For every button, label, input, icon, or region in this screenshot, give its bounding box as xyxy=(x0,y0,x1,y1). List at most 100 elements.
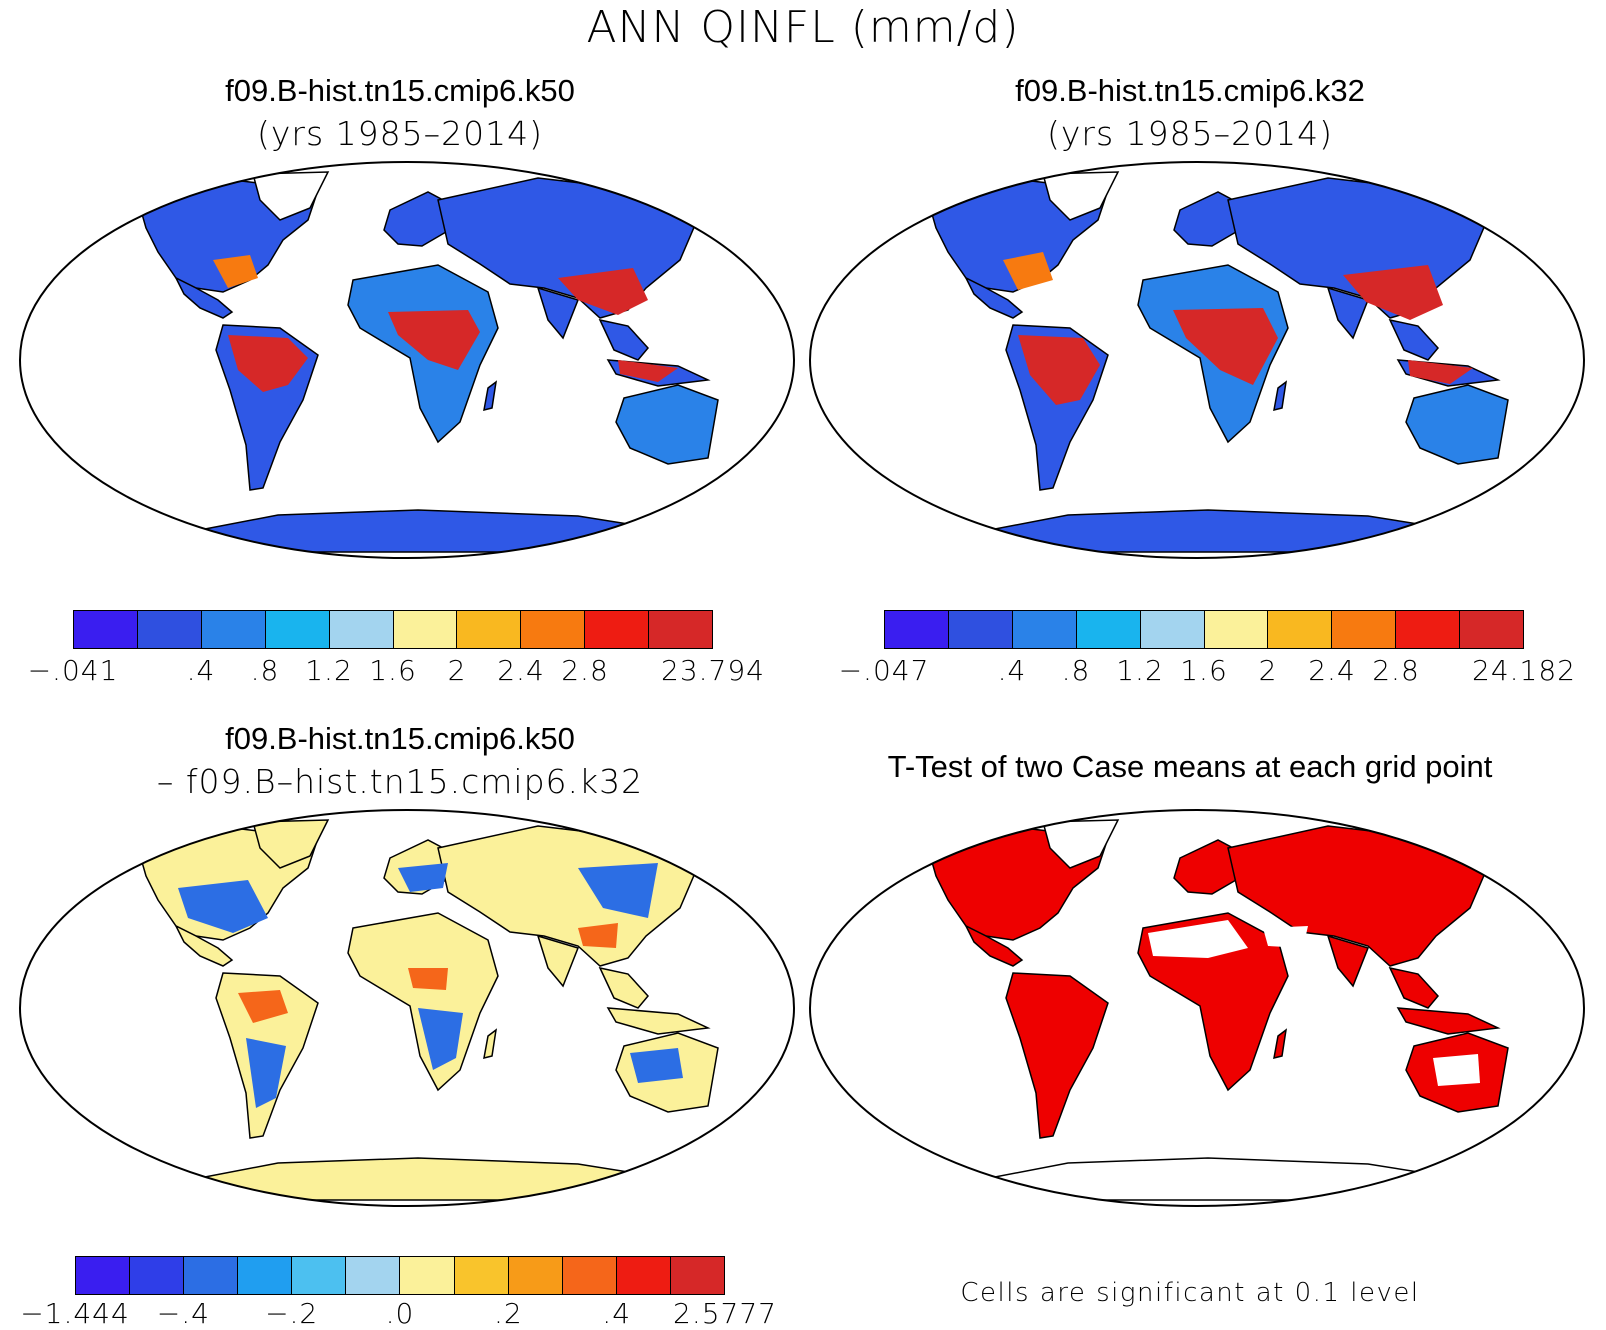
landmass-madagascar xyxy=(1273,1028,1288,1060)
colorbar-tick-label: .4 xyxy=(997,654,1027,687)
panel-4-title: T-Test of two Case means at each grid po… xyxy=(887,749,1493,784)
colorbar-tick-label: .8 xyxy=(1061,654,1091,687)
negative-anomaly-sa_blue xyxy=(246,1038,286,1108)
colorbar-swatch xyxy=(670,1257,724,1294)
negative-anomaly-as_blue xyxy=(578,863,658,918)
colorbar-swatch xyxy=(649,611,713,648)
colorbar-swatch xyxy=(1268,611,1333,648)
landmass-india xyxy=(536,934,579,988)
colorbar-swatch xyxy=(292,1257,347,1294)
colorbar-tick-label: .0 xyxy=(385,1297,415,1330)
colorbar-swatch xyxy=(265,611,330,648)
wet-region-africa_hot xyxy=(1173,308,1278,385)
colorbar-swatch xyxy=(585,611,650,648)
landmass-seasia xyxy=(598,966,649,1009)
colorbar-tick-label: 1.2 xyxy=(1116,654,1164,687)
landmass-greenland xyxy=(1042,171,1120,221)
landmass-camerica xyxy=(174,276,234,319)
landmass-seasia xyxy=(1388,318,1439,361)
panel-2-subtitle: (yrs 1985–2014) xyxy=(1047,114,1333,153)
colorbar-swatch xyxy=(346,1257,401,1294)
wet-region-namer_warm xyxy=(1003,252,1053,290)
non-significant-arabia xyxy=(1263,926,1308,948)
landmass-madagascar xyxy=(483,1028,498,1060)
colorbar-swatch xyxy=(1460,611,1524,648)
colorbar-tick-label: 2.4 xyxy=(497,654,545,687)
map-content xyxy=(137,171,719,553)
panel-3-subtitle: – f09.B–hist.tn15.cmip6.k32 xyxy=(156,762,644,801)
landmass-greenland xyxy=(252,171,330,221)
colorbar-tick-label: 2.8 xyxy=(561,654,609,687)
landmass-madagascar xyxy=(1273,380,1288,412)
colorbar-tick-label: −1.444 xyxy=(20,1297,130,1330)
landmass-camerica xyxy=(964,276,1024,319)
wet-region-samerica_hot xyxy=(228,335,308,392)
wet-region-asia_hot xyxy=(1343,265,1443,320)
landmass-india xyxy=(536,286,579,340)
colorbar-tick-label: 1.6 xyxy=(369,654,417,687)
colorbar-tick-label: −.4 xyxy=(156,1297,210,1330)
positive-anomaly-sa_red xyxy=(238,990,288,1023)
colorbar-swatch xyxy=(1396,611,1461,648)
colorbar-tick-label: 2 xyxy=(1258,654,1278,687)
colorbar-tick-label: −.2 xyxy=(265,1297,319,1330)
colorbar-tick-label: 2.5777 xyxy=(673,1297,777,1330)
negative-anomaly-au_blue xyxy=(630,1048,683,1083)
colorbar-2 xyxy=(884,610,1524,649)
map-panel-2 xyxy=(809,161,1585,559)
landmass-australia xyxy=(615,384,719,465)
landmass-madagascar xyxy=(483,380,498,412)
panel-1-title: f09.B-hist.tn15.cmip6.k50 xyxy=(225,73,575,108)
colorbar-tick-label: .2 xyxy=(493,1297,523,1330)
colorbar-swatch xyxy=(1140,611,1205,648)
colorbar-tick-label: 2.8 xyxy=(1372,654,1420,687)
wet-region-indo_hot xyxy=(1408,360,1473,384)
colorbar-swatch xyxy=(508,1257,563,1294)
colorbar-swatch xyxy=(1204,611,1269,648)
map-content xyxy=(927,171,1509,553)
wet-region-africa_hot xyxy=(388,310,480,370)
positive-anomaly-as_red xyxy=(578,923,618,948)
map-content xyxy=(137,819,719,1201)
colorbar-swatch xyxy=(130,1257,185,1294)
colorbar-tick-label: 24.182 xyxy=(1472,654,1576,687)
colorbar-swatch xyxy=(238,1257,293,1294)
colorbar-swatch xyxy=(1012,611,1077,648)
landmass-greenland xyxy=(252,819,330,869)
colorbar-tick-label: .4 xyxy=(186,654,216,687)
non-significant-aus_int xyxy=(1433,1054,1480,1086)
landmass-camerica xyxy=(174,924,234,967)
colorbar-tick-label: .4 xyxy=(602,1297,632,1330)
landmass-indonesia xyxy=(606,1007,711,1035)
wet-region-indo_hot xyxy=(618,360,678,382)
panel-1-subtitle: (yrs 1985–2014) xyxy=(257,114,543,153)
colorbar-swatch xyxy=(393,611,458,648)
colorbar-tick-label: 2.4 xyxy=(1308,654,1356,687)
map-border xyxy=(19,809,795,1207)
colorbar-swatch xyxy=(454,1257,509,1294)
negative-anomaly-na_blue xyxy=(178,880,268,933)
colorbar-tick-label: 2 xyxy=(447,654,467,687)
landmass-australia xyxy=(1405,384,1509,465)
map-border xyxy=(19,161,795,559)
map-panel-4 xyxy=(809,809,1585,1207)
negative-anomaly-eu_blue xyxy=(398,863,448,892)
colorbar-swatch xyxy=(616,1257,671,1294)
landmass-india xyxy=(1326,934,1369,988)
map-panel-1 xyxy=(19,161,795,559)
colorbar-swatch xyxy=(885,611,949,648)
panel-2-title: f09.B-hist.tn15.cmip6.k32 xyxy=(1015,73,1365,108)
colorbar-swatch xyxy=(184,1257,239,1294)
wet-region-namer_warm xyxy=(213,255,258,288)
colorbar-swatch xyxy=(74,611,138,648)
landmass-greenland xyxy=(1042,819,1120,869)
colorbar-tick-label: 23.794 xyxy=(661,654,765,687)
colorbar-tick-label: −.047 xyxy=(838,654,930,687)
non-significant-sahara xyxy=(1148,920,1248,958)
colorbar-1 xyxy=(73,610,713,649)
map-content xyxy=(927,819,1509,1201)
positive-anomaly-af_red xyxy=(408,968,448,990)
landmass-africa xyxy=(347,912,499,1092)
figure-title: ANN QINFL (mm/d) xyxy=(586,2,1020,53)
colorbar-swatch xyxy=(1332,611,1397,648)
